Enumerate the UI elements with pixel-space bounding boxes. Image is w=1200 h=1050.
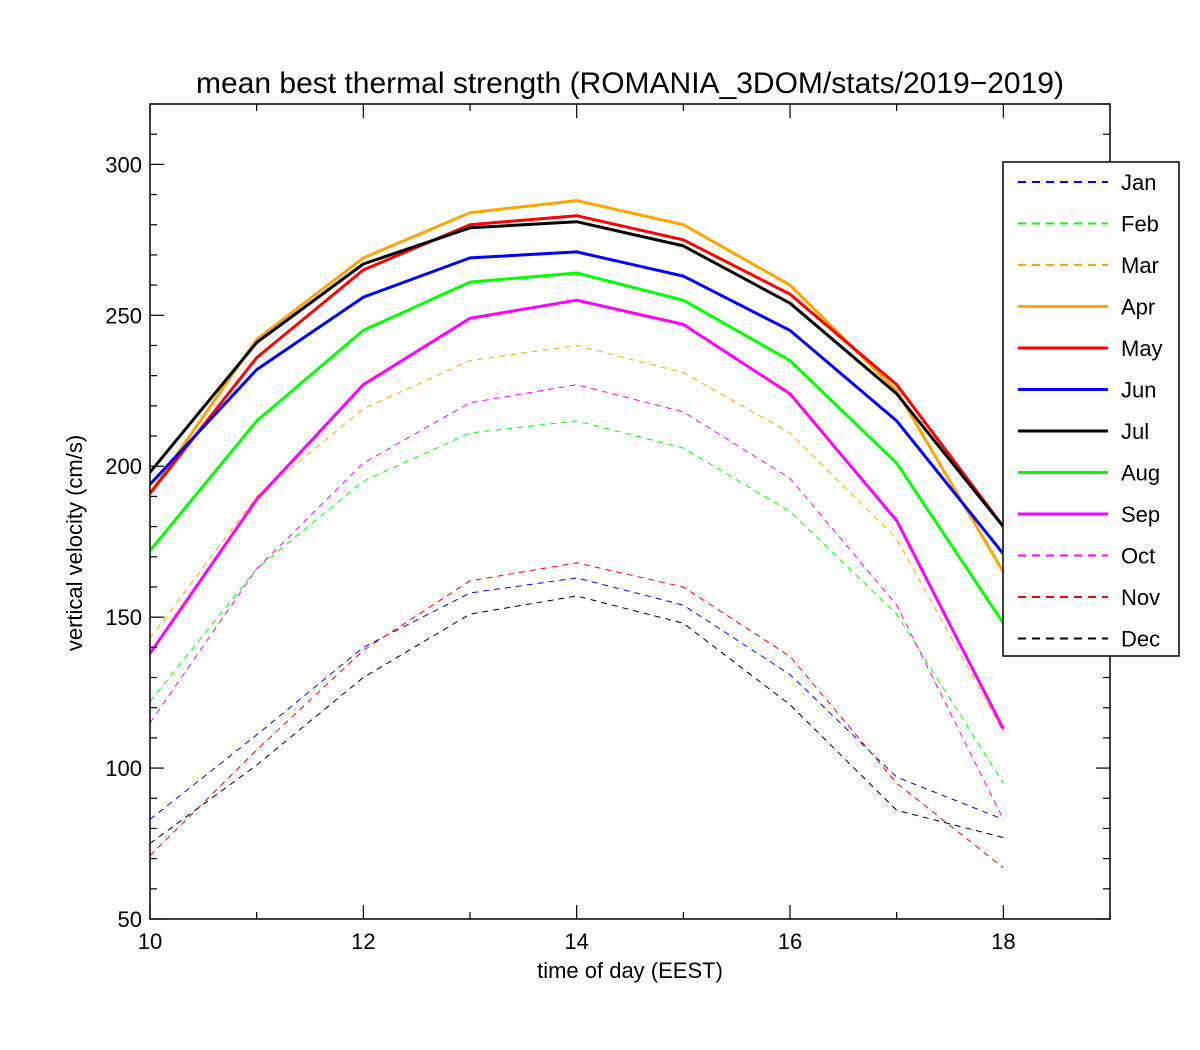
legend-label: Aug — [1121, 461, 1160, 486]
series-line-jun — [150, 250, 1005, 555]
legend-label: May — [1121, 336, 1163, 361]
series-line-aug — [150, 271, 1005, 625]
legend-entry-sep: Sep — [1018, 502, 1160, 527]
legend-label: Jan — [1121, 170, 1156, 195]
series-line-may — [150, 214, 1005, 528]
series-line-mar — [150, 345, 1004, 733]
y-tick-label: 150 — [105, 605, 142, 630]
legend-entry-jan: Jan — [1018, 170, 1156, 195]
x-tick-label: 18 — [991, 929, 1015, 954]
y-tick-label: 200 — [105, 454, 142, 479]
legend-label: Sep — [1121, 502, 1160, 527]
legend-label: Feb — [1121, 212, 1159, 237]
legend-label: Apr — [1121, 295, 1155, 320]
y-tick-label: 300 — [105, 152, 142, 177]
legend-label: Jun — [1121, 378, 1156, 403]
series-line-feb — [150, 420, 1004, 784]
series-line-nov — [150, 562, 1004, 869]
legend-label: Dec — [1121, 627, 1160, 652]
x-tick-label: 14 — [564, 929, 588, 954]
series-line-sep — [150, 298, 1005, 730]
y-tick-label: 100 — [105, 756, 142, 781]
series-line-dec — [150, 595, 1004, 844]
legend-entry-mar: Mar — [1018, 253, 1159, 278]
legend-label: Mar — [1121, 253, 1159, 278]
legend: Jan Feb Mar Apr May Jun Jul Aug Sep Oct Nov Dec — [1002, 161, 1180, 657]
y-tick-label: 250 — [105, 303, 142, 328]
legend-entry-apr: Apr — [1018, 295, 1155, 320]
legend-entry-jun: Jun — [1018, 378, 1156, 403]
chart-title: mean best thermal strength (ROMANIA_3DOM… — [196, 67, 1064, 100]
legend-entry-nov: Nov — [1018, 585, 1160, 610]
legend-label: Oct — [1121, 544, 1155, 569]
x-tick-label: 12 — [351, 929, 375, 954]
series-line-oct — [150, 384, 1004, 820]
x-axis-label: time of day (EEST) — [537, 958, 723, 983]
legend-label: Nov — [1121, 585, 1160, 610]
series-line-jan — [150, 577, 1004, 820]
legend-entry-feb: Feb — [1018, 212, 1159, 237]
legend-entry-aug: Aug — [1018, 461, 1160, 486]
legend-entry-oct: Oct — [1018, 544, 1155, 569]
y-tick-label: 50 — [118, 907, 142, 932]
y-axis-label: vertical velocity (cm/s) — [62, 435, 87, 651]
legend-entry-dec: Dec — [1018, 627, 1160, 652]
x-tick-label: 10 — [138, 929, 162, 954]
x-tick-label: 16 — [778, 929, 802, 954]
legend-entry-jul: Jul — [1018, 419, 1149, 444]
legend-box — [1002, 161, 1180, 657]
legend-entry-may: May — [1018, 336, 1163, 361]
legend-label: Jul — [1121, 419, 1149, 444]
plot-lines — [150, 199, 1005, 869]
axis-tick-labels: 10 12 14 16 18 50 100 150 200 250 300 — [105, 152, 1015, 954]
series-line-jul — [150, 220, 1005, 528]
series-line-apr — [150, 199, 1005, 573]
